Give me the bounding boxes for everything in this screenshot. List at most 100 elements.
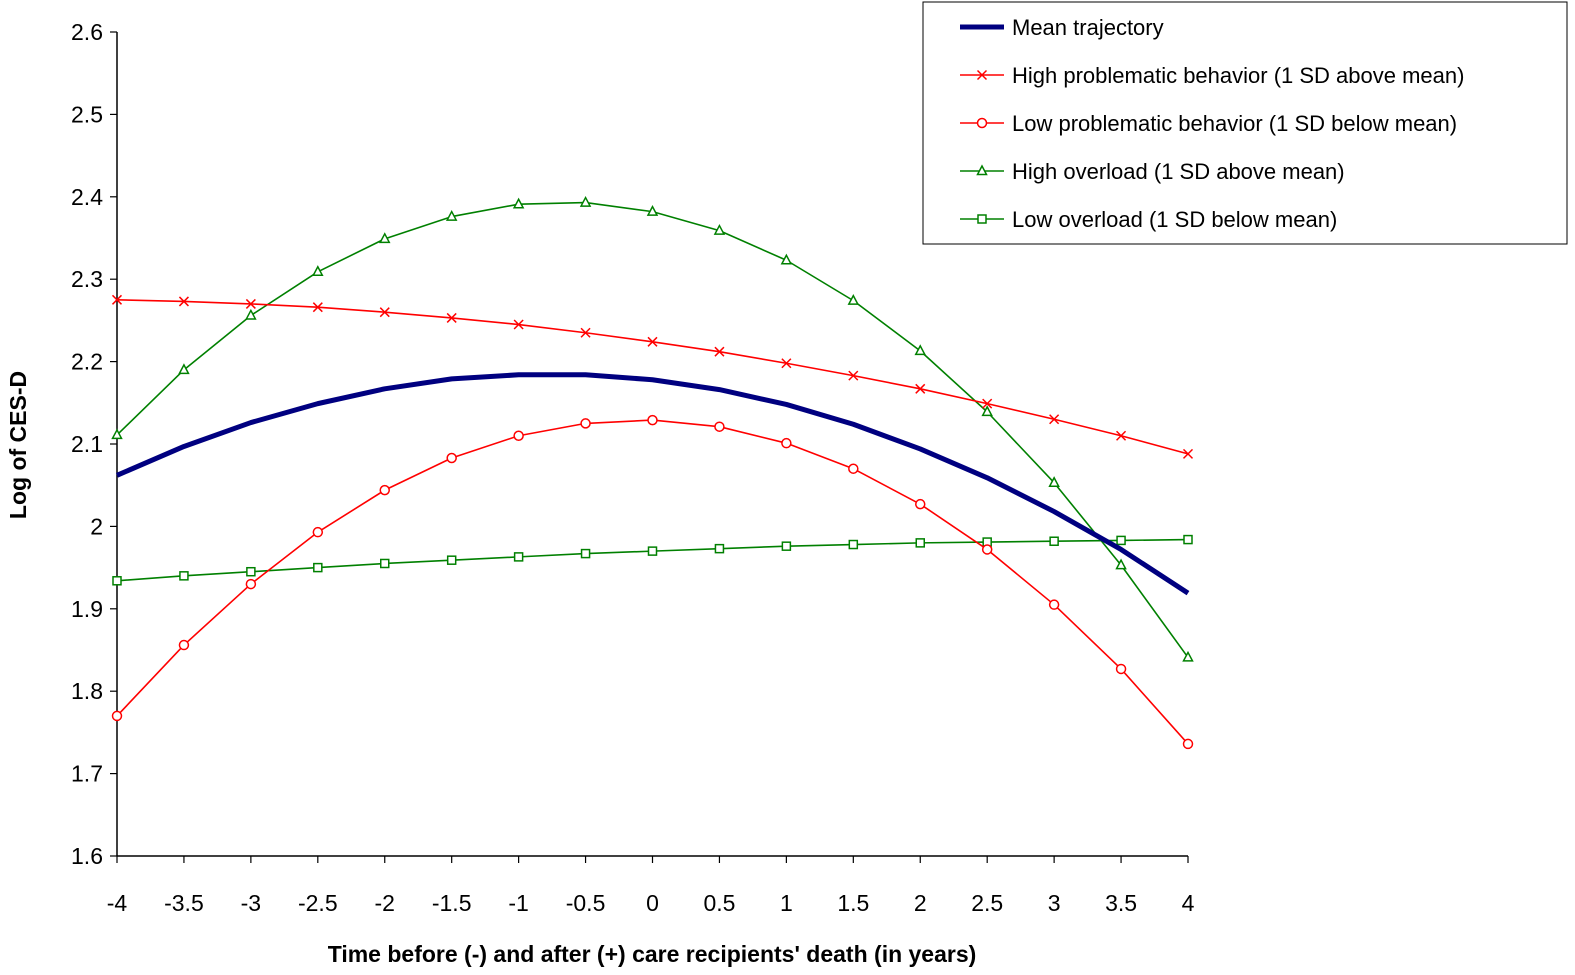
data-point — [179, 571, 189, 581]
series-0 — [116, 372, 1190, 596]
data-point — [848, 539, 859, 550]
series-line — [116, 201, 1189, 658]
data-point — [915, 383, 926, 394]
marker-stroke — [178, 296, 189, 307]
marker-stroke — [1182, 448, 1194, 459]
data-point — [981, 405, 993, 417]
data-point — [312, 302, 323, 313]
data-point — [513, 430, 524, 442]
legend-entry: High problematic behavior (1 SD above me… — [960, 63, 1464, 88]
marker-stroke — [647, 336, 658, 347]
marker-stroke — [580, 327, 591, 338]
data-point — [512, 197, 525, 209]
data-point — [513, 552, 524, 562]
data-point — [1115, 663, 1127, 675]
data-point — [111, 294, 123, 305]
data-point — [580, 327, 591, 338]
data-point — [1115, 558, 1127, 570]
data-point — [982, 398, 993, 409]
data-point — [178, 296, 189, 307]
series-4 — [112, 534, 1193, 586]
y-tick-label: 2.4 — [71, 184, 103, 210]
y-tick-label: 2.3 — [71, 266, 103, 292]
data-point — [379, 484, 390, 496]
data-point — [178, 639, 190, 651]
data-point — [1116, 535, 1126, 546]
data-point — [647, 336, 658, 347]
x-tick-label: 3 — [1048, 890, 1061, 916]
x-tick-label: 1 — [780, 890, 793, 916]
marker-stroke — [915, 383, 926, 394]
legend: Mean trajectory High problematic behavior… — [922, 1, 1568, 245]
data-point — [312, 265, 324, 277]
series-1 — [111, 294, 1194, 459]
y-tick-label: 2.5 — [71, 101, 103, 127]
marker-stroke — [976, 69, 988, 81]
data-point — [1116, 430, 1127, 441]
series-3 — [111, 195, 1194, 662]
data-point — [580, 548, 591, 559]
marker-stroke — [1116, 430, 1127, 441]
series-line — [116, 372, 1190, 596]
legend-box — [922, 1, 1568, 245]
x-tick-label: -0.5 — [566, 890, 606, 916]
data-point — [446, 312, 457, 323]
y-axis-ticks: 1.6 1.7 1.8 1.9 2 2.1 2.2 2.3 2.4 2.5 2.6 — [71, 19, 117, 869]
data-point — [981, 544, 993, 555]
data-point — [178, 363, 190, 375]
x-tick-label: 2.5 — [971, 890, 1003, 916]
data-point — [714, 421, 725, 432]
y-tick-label: 2.1 — [71, 431, 103, 457]
data-point — [380, 558, 390, 569]
legend-entry: High overload (1 SD above mean) — [960, 159, 1345, 184]
legend-entry: Low problematic behavior (1 SD below mea… — [960, 111, 1457, 136]
data-point — [914, 344, 926, 356]
y-tick-label: 1.9 — [71, 596, 103, 622]
data-point — [379, 232, 391, 244]
data-point — [313, 562, 323, 573]
x-tick-label: -1 — [508, 890, 528, 916]
legend-label: High problematic behavior (1 SD above me… — [1012, 63, 1464, 88]
data-point — [245, 578, 257, 590]
y-tick-label: 1.8 — [71, 678, 103, 704]
marker-stroke — [312, 302, 323, 313]
x-tick-label: 2 — [914, 890, 927, 916]
series-line — [116, 299, 1189, 455]
data-point — [647, 546, 658, 556]
x-tick-label: -2 — [375, 890, 395, 916]
data-point — [848, 370, 859, 381]
legend-entry: Mean trajectory — [960, 15, 1164, 40]
x-tick-label: 0.5 — [703, 890, 735, 916]
data-point — [1049, 536, 1059, 546]
x-tick-label: 0 — [646, 890, 659, 916]
x-tick-label: 1.5 — [837, 890, 869, 916]
x-tick-label: 3.5 — [1105, 890, 1137, 916]
series-line — [116, 538, 1189, 582]
series-line — [116, 419, 1189, 745]
x-tick-label: -4 — [107, 890, 128, 916]
data-point — [580, 418, 591, 429]
data-point — [714, 346, 725, 357]
marker-stroke — [848, 370, 859, 381]
data-point — [111, 710, 123, 722]
legend-marker — [976, 164, 988, 176]
data-point — [445, 209, 458, 221]
data-point — [915, 498, 926, 510]
marker-stroke — [513, 319, 524, 330]
data-point — [915, 538, 925, 548]
marker-stroke — [446, 312, 457, 323]
y-axis-title: Log of CES-D — [5, 371, 31, 519]
marker-stroke — [245, 298, 256, 309]
y-tick-label: 2 — [90, 513, 103, 539]
data-point — [245, 298, 256, 309]
data-point — [1048, 476, 1060, 487]
data-point — [513, 319, 524, 330]
data-point — [111, 428, 123, 440]
data-point — [379, 307, 390, 318]
data-point — [1182, 448, 1194, 459]
data-point — [312, 526, 324, 538]
data-point — [446, 452, 457, 464]
data-point — [714, 543, 725, 554]
